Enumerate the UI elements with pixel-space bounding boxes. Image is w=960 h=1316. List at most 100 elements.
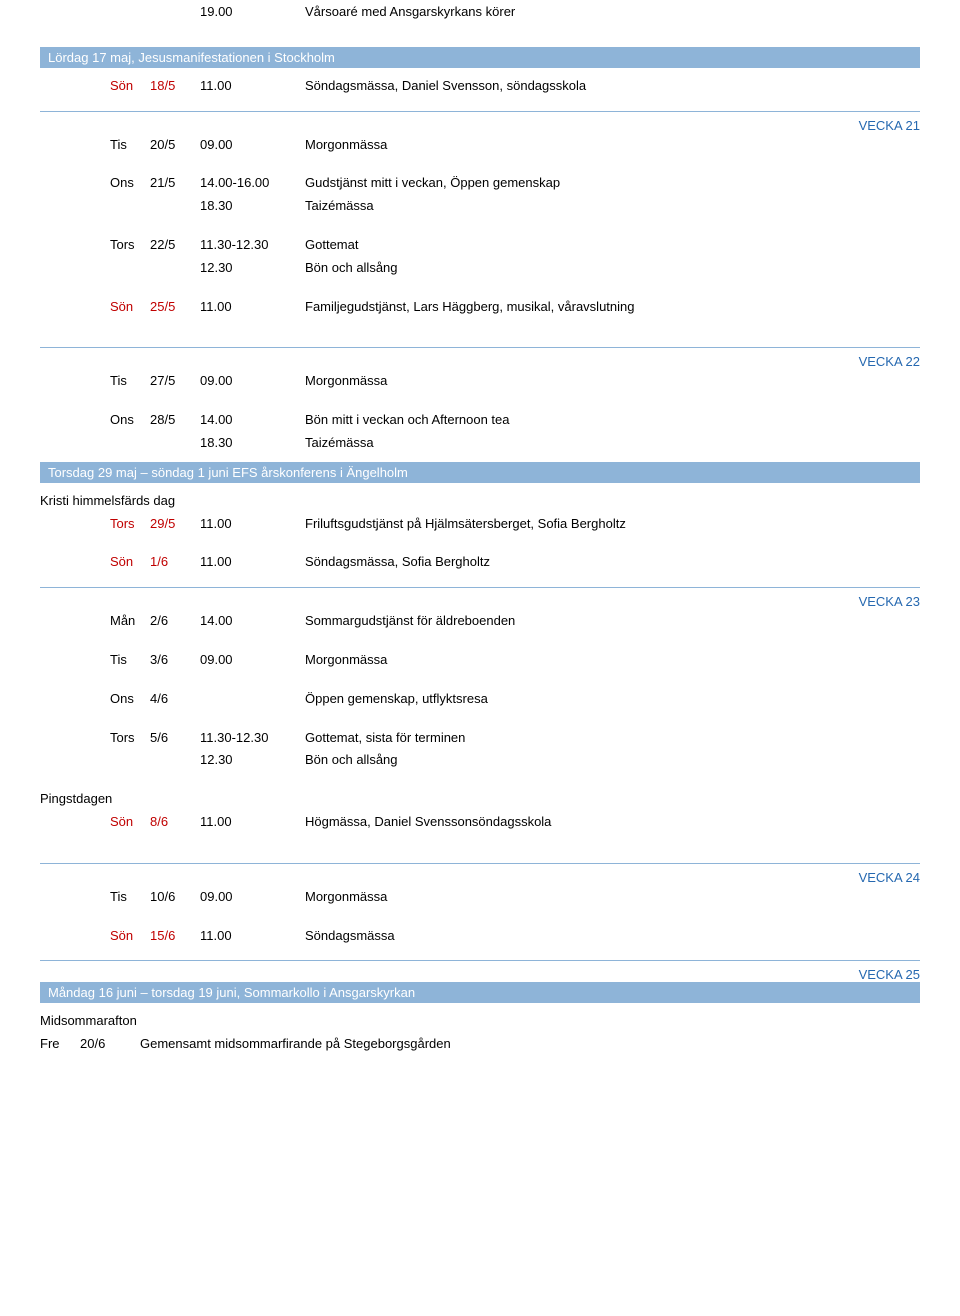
time-cell: 09.00 xyxy=(200,371,305,392)
desc-cell: Gemensamt midsommarfirande på Stegeborgs… xyxy=(140,1034,920,1055)
time-cell: 18.30 xyxy=(200,196,305,217)
date-cell: 22/5 xyxy=(150,235,200,256)
time-cell: 11.00 xyxy=(200,514,305,535)
day-cell: Fre xyxy=(40,1034,80,1055)
schedule-row: Fre 20/6 Gemensamt midsommarfirande på S… xyxy=(40,1034,920,1055)
schedule-row: Sön 8/6 11.00 Högmässa, Daniel Svenssons… xyxy=(110,812,920,833)
day-cell: Mån xyxy=(110,611,150,632)
day-cell: Sön xyxy=(110,76,150,97)
time-cell: 09.00 xyxy=(200,135,305,156)
schedule-row: Ons 4/6 Öppen gemenskap, utflyktsresa xyxy=(110,689,920,710)
time-cell: 12.30 xyxy=(200,258,305,279)
day-cell: Sön xyxy=(110,552,150,573)
day-cell: Tis xyxy=(110,371,150,392)
date-cell xyxy=(150,433,200,454)
event-banner: Måndag 16 juni – torsdag 19 juni, Sommar… xyxy=(40,982,920,1003)
time-cell: 09.00 xyxy=(200,887,305,908)
desc-cell: Morgonmässa xyxy=(305,887,920,908)
desc-cell: Taizémässa xyxy=(305,196,920,217)
schedule-row: 12.30 Bön och allsång xyxy=(110,750,920,771)
time-cell: 11.30-12.30 xyxy=(200,235,305,256)
schedule-row: Ons 21/5 14.00-16.00 Gudstjänst mitt i v… xyxy=(110,173,920,194)
desc-cell: Öppen gemenskap, utflyktsresa xyxy=(305,689,920,710)
schedule-row: Sön 25/5 11.00 Familjegudstjänst, Lars H… xyxy=(110,297,920,318)
time-cell: 11.00 xyxy=(200,297,305,318)
schedule-row: Tors 29/5 11.00 Friluftsgudstjänst på Hj… xyxy=(110,514,920,535)
schedule-row: Tis 3/6 09.00 Morgonmässa xyxy=(110,650,920,671)
day-cell: Sön xyxy=(110,297,150,318)
time-cell: 14.00-16.00 xyxy=(200,173,305,194)
date-cell: 1/6 xyxy=(150,552,200,573)
time-cell: 14.00 xyxy=(200,611,305,632)
desc-cell: Gottemat xyxy=(305,235,920,256)
desc-cell: Morgonmässa xyxy=(305,650,920,671)
divider xyxy=(40,111,920,112)
schedule-row: Mån 2/6 14.00 Sommargudstjänst för äldre… xyxy=(110,611,920,632)
schedule-row: Sön 15/6 11.00 Söndagsmässa xyxy=(110,926,920,947)
day-cell: Tors xyxy=(110,235,150,256)
date-cell: 3/6 xyxy=(150,650,200,671)
week-label: VECKA 23 xyxy=(110,594,920,609)
desc-cell: Familjegudstjänst, Lars Häggberg, musika… xyxy=(305,297,920,318)
schedule-row: Tors 5/6 11.30-12.30 Gottemat, sista för… xyxy=(110,728,920,749)
schedule-row: Ons 28/5 14.00 Bön mitt i veckan och Aft… xyxy=(110,410,920,431)
time-cell: 11.30-12.30 xyxy=(200,728,305,749)
date-cell: 8/6 xyxy=(150,812,200,833)
date-cell: 15/6 xyxy=(150,926,200,947)
date-cell: 29/5 xyxy=(150,514,200,535)
desc-cell: Söndagsmässa, Daniel Svensson, söndagssk… xyxy=(305,76,920,97)
time-cell xyxy=(200,689,305,710)
time-cell: 19.00 xyxy=(200,2,305,23)
desc-cell: Vårsoaré med Ansgarskyrkans körer xyxy=(305,2,920,23)
time-cell: 14.00 xyxy=(200,410,305,431)
schedule-row: Tors 22/5 11.30-12.30 Gottemat xyxy=(110,235,920,256)
divider xyxy=(40,587,920,588)
desc-cell: Högmässa, Daniel Svenssonsöndagsskola xyxy=(305,812,920,833)
time-cell: 11.00 xyxy=(200,926,305,947)
day-cell xyxy=(110,196,150,217)
schedule-row: Sön 18/5 11.00 Söndagsmässa, Daniel Sven… xyxy=(110,76,920,97)
day-cell xyxy=(110,258,150,279)
schedule-row: 18.30 Taizémässa xyxy=(110,196,920,217)
desc-cell: Morgonmässa xyxy=(305,371,920,392)
day-cell xyxy=(110,750,150,771)
desc-cell: Taizémässa xyxy=(305,433,920,454)
time-cell: 12.30 xyxy=(200,750,305,771)
day-cell: Ons xyxy=(110,410,150,431)
week-label: VECKA 24 xyxy=(110,870,920,885)
desc-cell: Sommargudstjänst för äldreboenden xyxy=(305,611,920,632)
desc-cell: Söndagsmässa, Sofia Bergholtz xyxy=(305,552,920,573)
day-cell: Ons xyxy=(110,689,150,710)
note-line: Kristi himmelsfärds dag xyxy=(40,491,920,512)
time-cell: 11.00 xyxy=(200,76,305,97)
schedule-row: Tis 27/5 09.00 Morgonmässa xyxy=(110,371,920,392)
date-cell: 28/5 xyxy=(150,410,200,431)
schedule-row: 18.30 Taizémässa xyxy=(110,433,920,454)
schedule-row: 19.00 Vårsoaré med Ansgarskyrkans körer xyxy=(110,2,920,23)
date-cell: 18/5 xyxy=(150,76,200,97)
day-cell: Sön xyxy=(110,926,150,947)
desc-cell: Friluftsgudstjänst på Hjälmsätersberget,… xyxy=(305,514,920,535)
day-cell: Tors xyxy=(110,514,150,535)
date-cell: 4/6 xyxy=(150,689,200,710)
week-label: VECKA 21 xyxy=(110,118,920,133)
desc-cell: Gottemat, sista för terminen xyxy=(305,728,920,749)
note-line: Pingstdagen xyxy=(40,789,920,810)
day-cell: Tis xyxy=(110,887,150,908)
time-cell: 11.00 xyxy=(200,552,305,573)
day-cell xyxy=(110,2,150,23)
schedule-row: 12.30 Bön och allsång xyxy=(110,258,920,279)
day-cell: Tis xyxy=(110,135,150,156)
divider xyxy=(40,347,920,348)
time-cell: 11.00 xyxy=(200,812,305,833)
week-label: VECKA 25 xyxy=(110,967,920,982)
date-cell xyxy=(150,750,200,771)
day-cell: Ons xyxy=(110,173,150,194)
day-cell: Sön xyxy=(110,812,150,833)
date-cell: 25/5 xyxy=(150,297,200,318)
schedule-row: Sön 1/6 11.00 Söndagsmässa, Sofia Bergho… xyxy=(110,552,920,573)
schedule-row: Tis 20/5 09.00 Morgonmässa xyxy=(110,135,920,156)
date-cell: 21/5 xyxy=(150,173,200,194)
time-cell: 09.00 xyxy=(200,650,305,671)
schedule-page: 19.00 Vårsoaré med Ansgarskyrkans körer … xyxy=(0,2,960,1097)
